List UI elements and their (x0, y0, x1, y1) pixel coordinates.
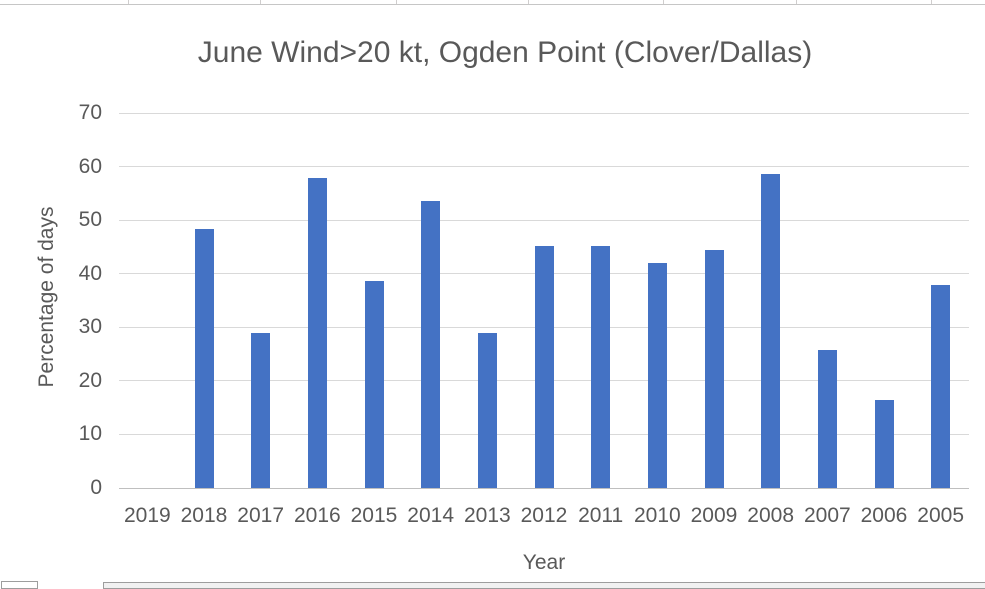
spreadsheet-column-border (396, 0, 397, 4)
gridline-70 (119, 112, 969, 114)
spreadsheet-column-border (528, 0, 529, 4)
x-tick-label-2016: 2016 (293, 504, 341, 527)
y-axis-title-text: Percentage of days (35, 206, 58, 388)
bar-2006 (874, 399, 894, 488)
gridline-60 (119, 166, 969, 168)
spreadsheet-column-border (931, 0, 932, 4)
x-tick-label-2018: 2018 (180, 504, 228, 527)
bar-2018 (194, 228, 214, 488)
spreadsheet-column-border (663, 0, 664, 4)
bar-2005 (931, 284, 951, 488)
bar-2014 (421, 200, 441, 488)
x-tick-label-2009: 2009 (690, 504, 738, 527)
bar-2013 (477, 332, 497, 488)
x-tick-label-2010: 2010 (633, 504, 681, 527)
bar-2011 (591, 245, 611, 488)
gridline-50 (119, 219, 969, 221)
y-tick-label-70: 70 (78, 101, 102, 124)
y-tick-label-10: 10 (78, 422, 102, 446)
y-tick-label-0: 0 (90, 476, 102, 499)
y-tick-label-30: 30 (78, 315, 102, 339)
bar-2015 (364, 280, 384, 488)
x-tick-label-2012: 2012 (520, 504, 568, 527)
x-tick-label-2008: 2008 (747, 504, 795, 527)
bar-2010 (647, 263, 667, 488)
x-tick-label-2011: 2011 (578, 504, 624, 527)
bar-2017 (251, 332, 271, 488)
x-axis-title: Year (522, 551, 566, 574)
y-tick-label-20: 20 (78, 368, 102, 392)
spreadsheet-row-remnant (0, 0, 985, 5)
bar-2012 (534, 245, 554, 488)
x-tick-label-2015: 2015 (350, 504, 398, 527)
bar-2007 (817, 350, 837, 488)
spreadsheet-column-border (796, 0, 797, 4)
x-tick-label-2006: 2006 (860, 504, 908, 527)
bar-2008 (761, 173, 781, 488)
x-tick-label-2005: 2005 (917, 504, 965, 527)
chart-title: June Wind>20 kt, Ogden Point (Clover/Dal… (197, 36, 813, 69)
spreadsheet-column-border (128, 0, 129, 4)
x-tick-label-2014: 2014 (407, 504, 455, 527)
x-tick-label-2017: 2017 (237, 504, 285, 527)
x-tick-label-2007: 2007 (803, 504, 851, 527)
y-tick-label-60: 60 (78, 154, 102, 178)
x-tick-label-2013: 2013 (463, 504, 511, 527)
bar-2009 (704, 249, 724, 488)
y-tick-label-50: 50 (78, 208, 102, 232)
x-axis-line (119, 487, 969, 489)
y-tick-label-40: 40 (78, 261, 102, 285)
x-tick-label-2019: 2019 (123, 504, 171, 527)
spreadsheet-column-border (260, 0, 261, 4)
bar-2016 (307, 177, 327, 488)
